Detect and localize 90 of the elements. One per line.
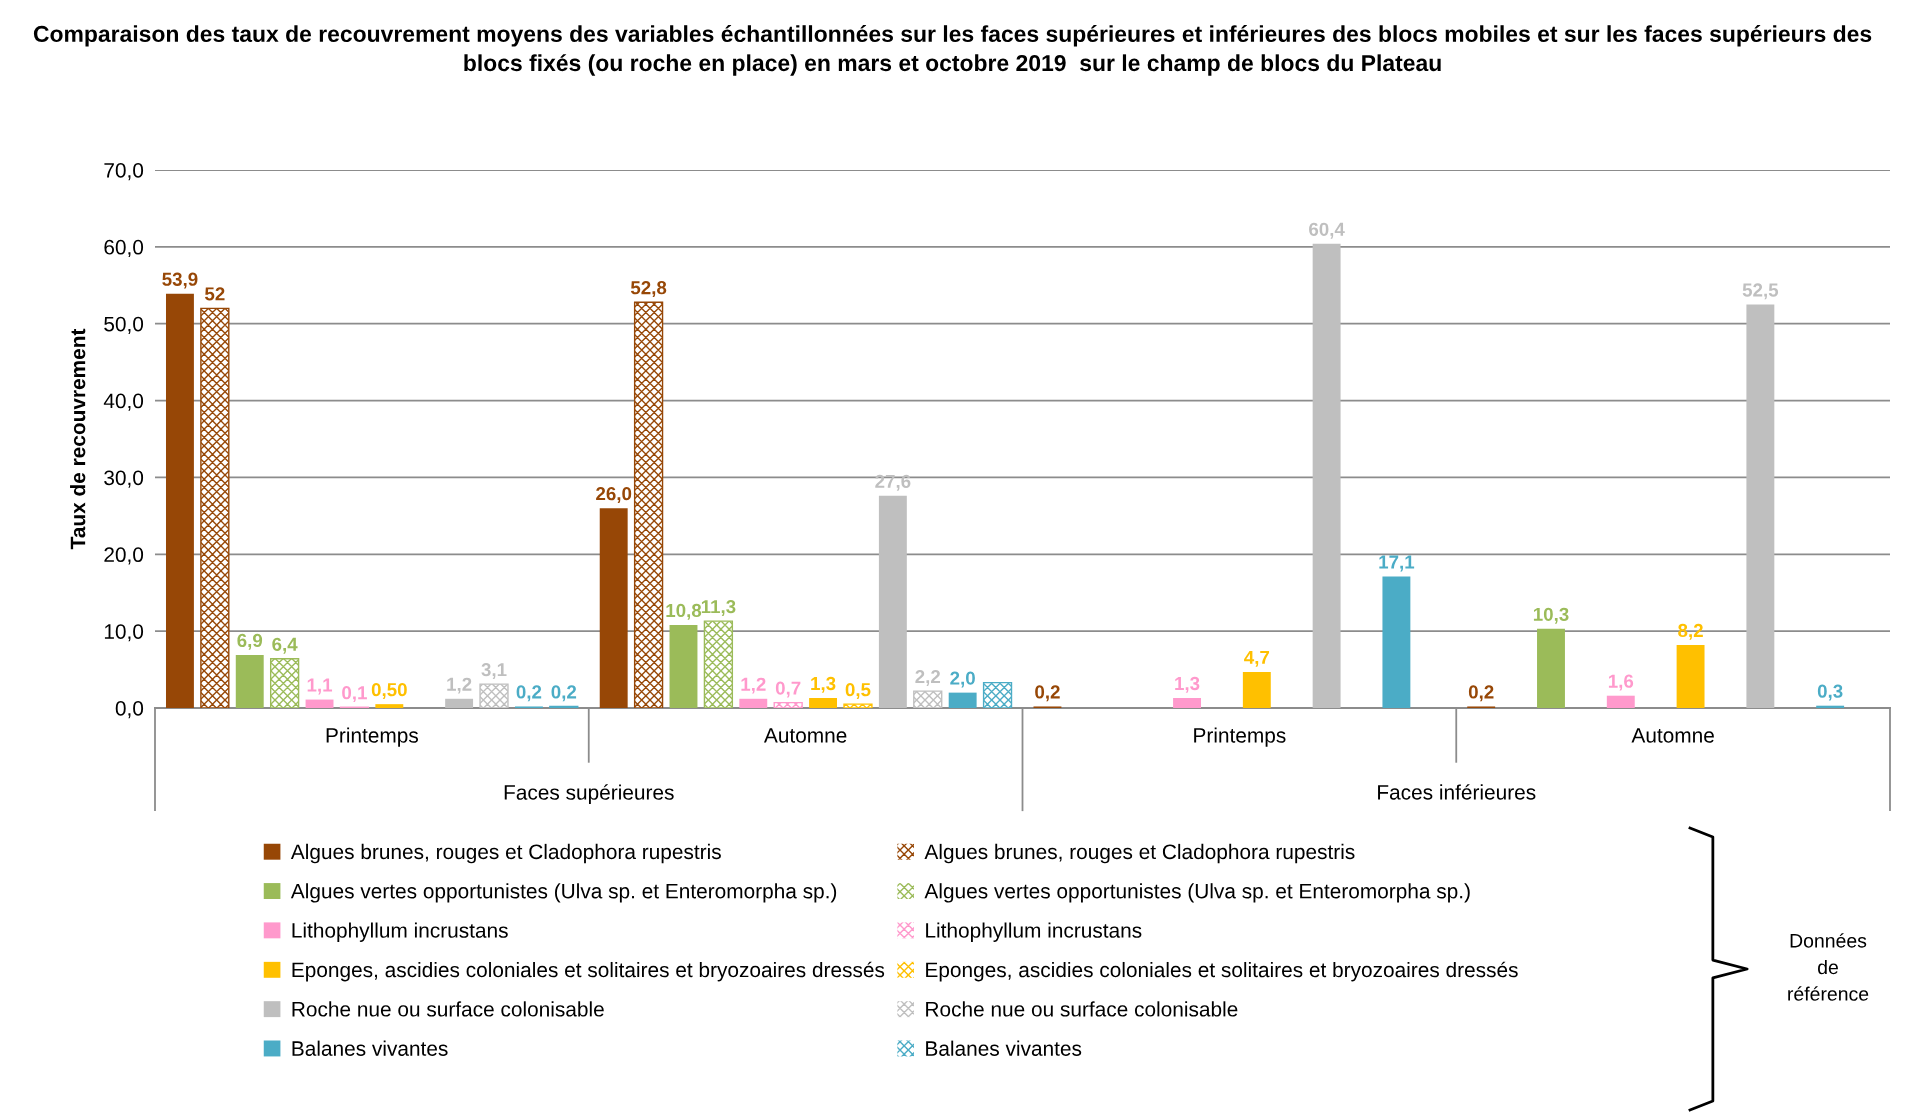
bar <box>305 699 334 708</box>
legend-label: Balanes vivantes <box>292 1040 448 1056</box>
legend-label: Roche nue ou surface colonisable <box>292 1001 604 1017</box>
data-label: 1,3 <box>811 676 836 693</box>
legend-label: Balanes vivantes <box>926 1040 1082 1056</box>
bar <box>773 701 803 708</box>
chart-title: Comparaison des taux de recouvrement moyens des variables échantillonnées sur les faces supérieures et inférieures des blocs mobiles et sur les faces supérieurs des blocs fixés (ou roche en place) en mars et octobre 2019 sur le champ de blocs du Plateau <box>33 25 1872 76</box>
data-label: 60,4 <box>1309 222 1345 239</box>
x-tick-label: Automne <box>763 728 847 743</box>
y-tick-label: 60,0 <box>104 239 144 258</box>
data-label: 10,8 <box>666 603 702 620</box>
data-label: 1,3 <box>1175 676 1200 693</box>
data-label: 6,9 <box>237 633 263 650</box>
y-tick-label: 30,0 <box>104 470 144 488</box>
legend-label: Algues brunes, rouges et Cladophora rupestris <box>924 843 1355 864</box>
bar <box>633 301 664 708</box>
bar <box>809 698 838 708</box>
bar <box>599 508 628 708</box>
data-label: 4,7 <box>1244 650 1270 667</box>
data-label: 6,4 <box>272 637 298 654</box>
data-label: 26,0 <box>596 487 632 504</box>
bar <box>1382 576 1411 708</box>
data-label: 2,2 <box>915 669 941 686</box>
bar <box>669 624 698 708</box>
data-label: 53,9 <box>162 272 198 289</box>
data-label: 0,2 <box>516 685 542 702</box>
data-label: 0,1 <box>342 686 367 703</box>
data-label: 0,50 <box>371 683 407 699</box>
data-label: 1,2 <box>447 677 472 694</box>
data-label: 52,5 <box>1742 283 1779 300</box>
data-label: 0,2 <box>551 685 577 702</box>
bar <box>913 690 943 708</box>
text: Faces inférieures <box>1378 784 1536 800</box>
bar <box>948 692 977 708</box>
data-label: 27,6 <box>875 474 911 491</box>
text: Données de référence <box>1788 933 1869 1001</box>
bar <box>269 658 300 708</box>
data-label: 1,6 <box>1608 674 1634 691</box>
data-label: 0,7 <box>775 681 801 698</box>
data-label: 10,3 <box>1533 607 1569 624</box>
bar <box>878 495 907 708</box>
data-label: 52,8 <box>630 281 667 298</box>
data-label: 8,2 <box>1678 623 1703 640</box>
legend-label: Eponges, ascidies coloniales et solitaires et bryozoaires dressés <box>926 961 1518 982</box>
bar <box>1746 304 1775 708</box>
data-label: 1,2 <box>741 677 766 694</box>
legend-label: Algues vertes opportunistes (Ulva sp. et Enteromorpha sp.) <box>924 883 1470 903</box>
legend-label: Algues brunes, rouges et Cladophora rupestris <box>290 843 721 864</box>
bar <box>843 703 873 708</box>
y-tick-label: 40,0 <box>103 393 144 411</box>
data-label: 1,1 <box>307 678 333 695</box>
text: Faces supérieures <box>504 784 674 804</box>
data-label: 0,5 <box>845 683 871 699</box>
legend-label: Eponges, ascidies coloniales et solitaires et bryozoaires dressés <box>292 961 885 982</box>
data-label: 52 <box>205 287 225 301</box>
x-tick-label: Automne <box>1631 728 1714 743</box>
bar <box>982 681 1013 708</box>
data-label: 2,0 <box>950 671 975 688</box>
bar <box>200 307 230 708</box>
data-label: 0,2 <box>1035 685 1060 702</box>
bar <box>235 654 264 708</box>
legend-label: Lithophyllum incrustans <box>926 922 1142 942</box>
y-tick-label: 0,0 <box>115 701 144 719</box>
bar <box>1173 698 1201 708</box>
data-label: 17,1 <box>1379 555 1415 572</box>
bar <box>375 704 404 708</box>
data-label: 3,1 <box>481 663 507 680</box>
data-label: 0,2 <box>1468 685 1494 702</box>
bar <box>479 683 509 708</box>
x-tick-label: Printemps <box>326 727 419 747</box>
bar <box>703 620 734 708</box>
bar <box>1606 695 1635 708</box>
bar <box>1242 671 1271 708</box>
y-tick-label: 20,0 <box>104 547 144 565</box>
y-tick-label: 70,0 <box>104 163 144 181</box>
legend-label: Lithophyllum incrustans <box>292 922 508 942</box>
data-label: 11,3 <box>701 600 736 616</box>
y-tick-label: 50,0 <box>104 316 144 334</box>
data-label: 0,3 <box>1817 684 1843 701</box>
bar <box>445 698 474 708</box>
bar <box>1537 628 1565 708</box>
legend-label: Algues vertes opportunistes (Ulva sp. et Enteromorpha sp.) <box>290 883 837 903</box>
y-tick-label: 10,0 <box>104 624 144 642</box>
bar <box>739 698 768 708</box>
legend-label: Roche nue ou surface colonisable <box>926 1001 1238 1017</box>
bar <box>165 293 194 708</box>
bar <box>1676 644 1705 708</box>
bar <box>1312 243 1341 708</box>
y-axis-title: Taux de recouvrement <box>70 328 86 550</box>
x-tick-label: Printemps <box>1194 727 1286 747</box>
